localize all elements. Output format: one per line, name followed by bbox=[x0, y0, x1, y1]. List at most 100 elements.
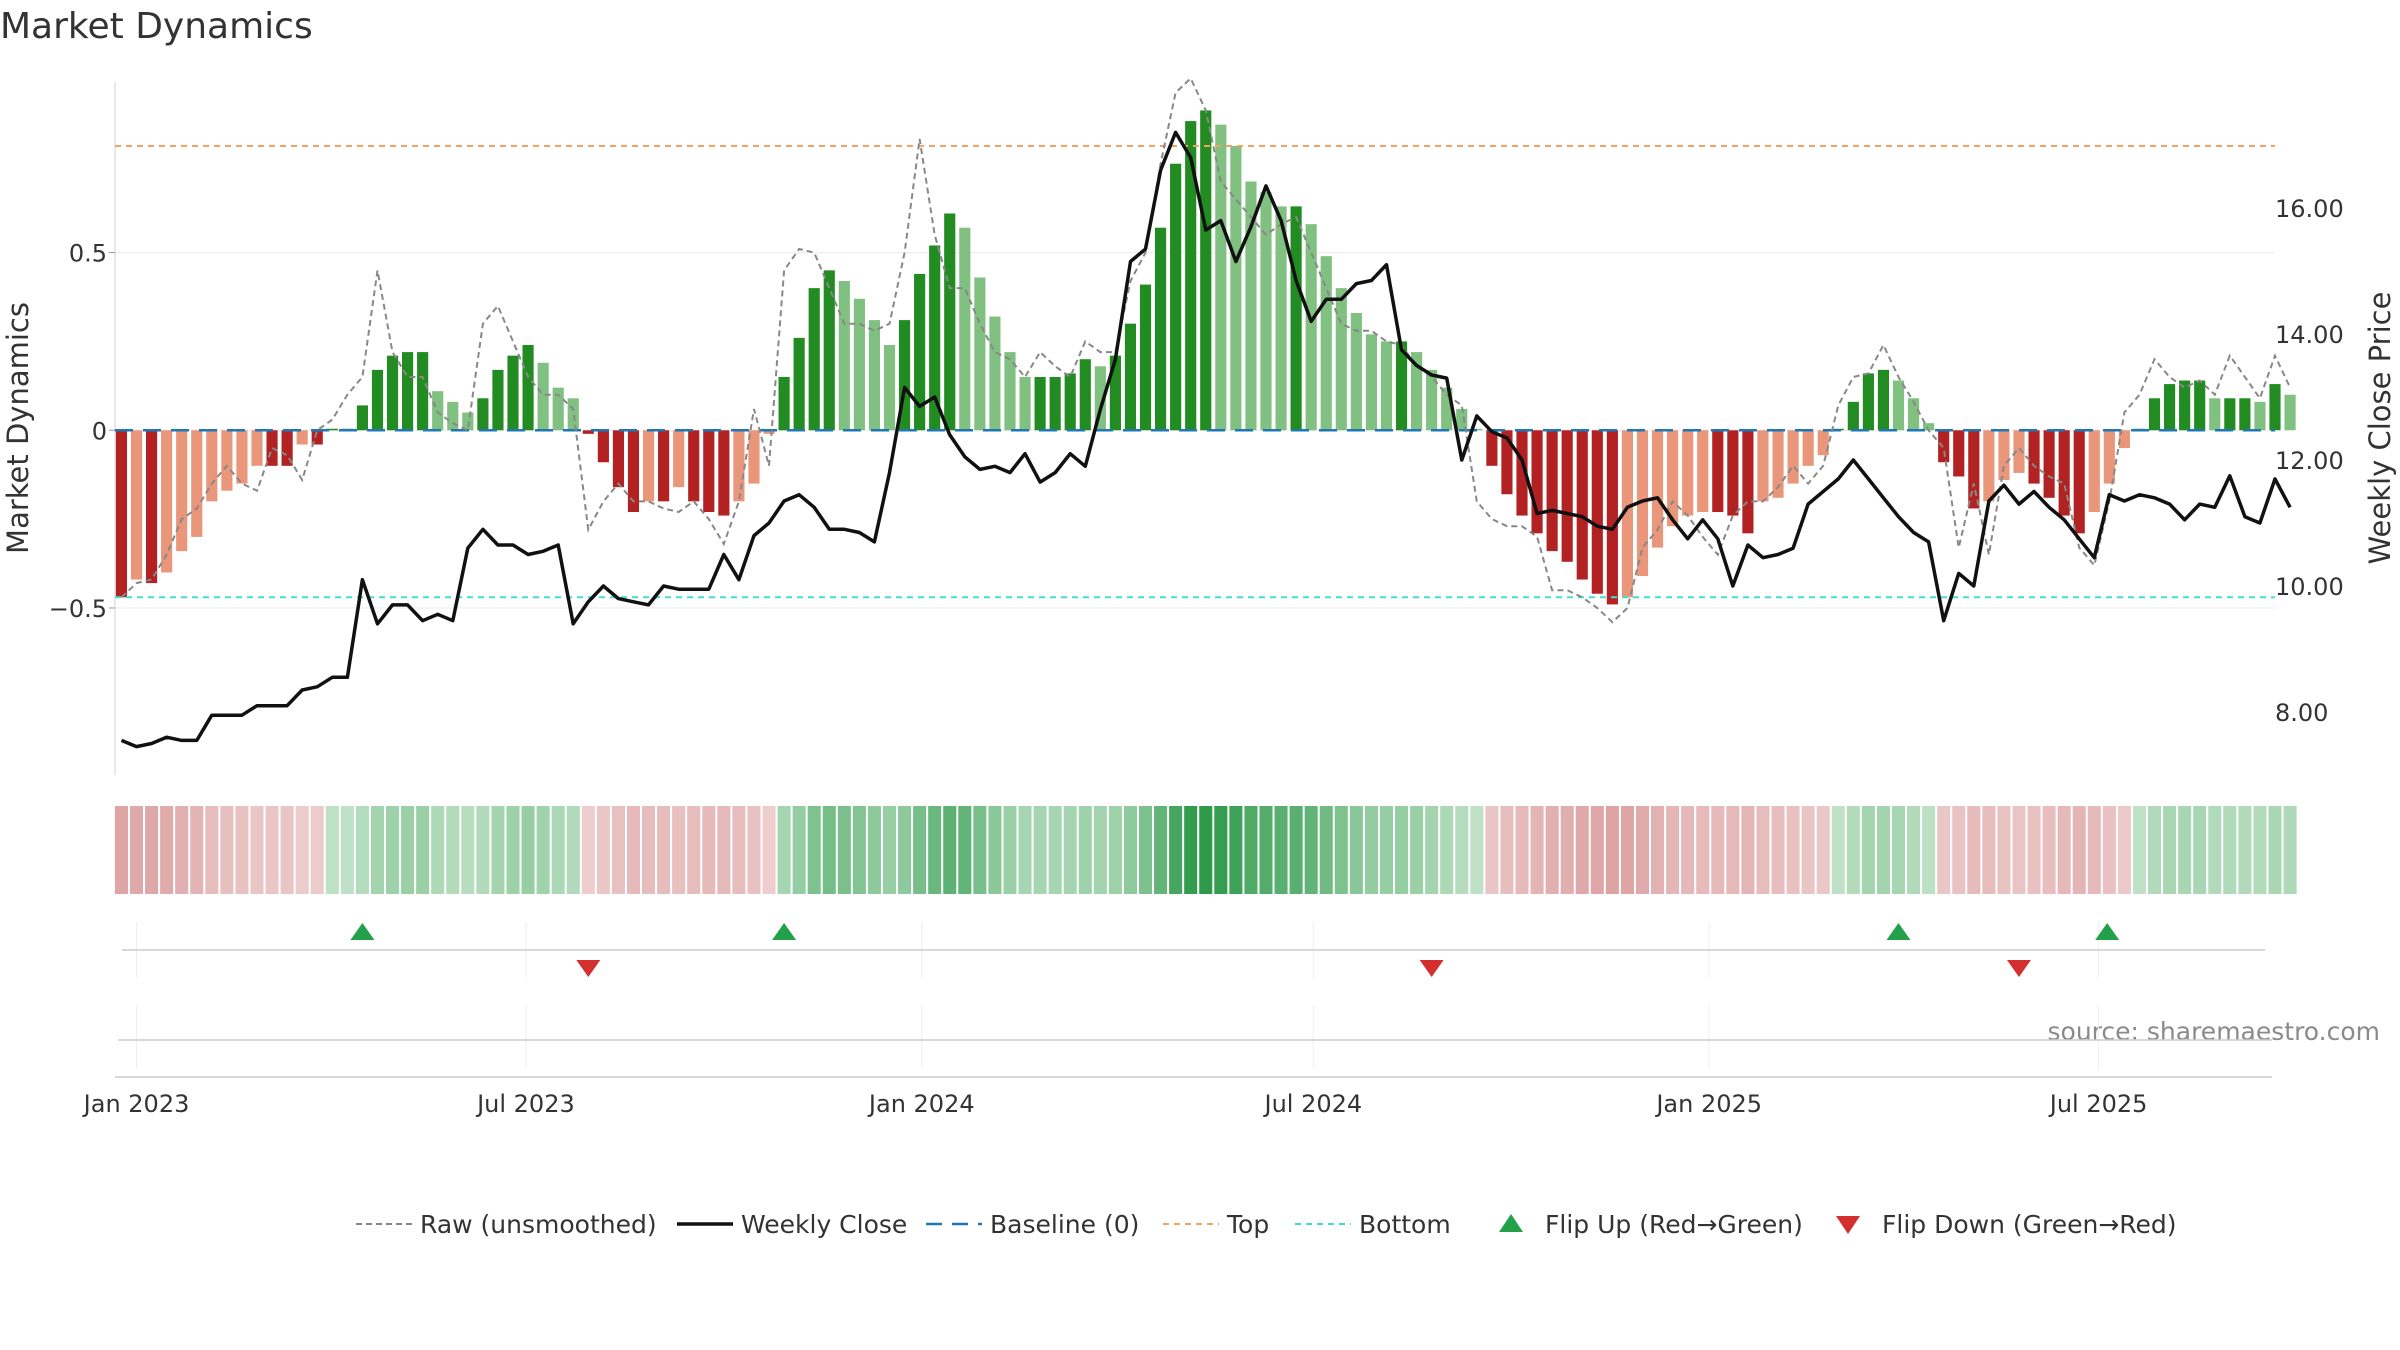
heatmap-cell bbox=[958, 806, 972, 894]
dynamics-bar bbox=[1742, 430, 1754, 534]
heatmap-cell bbox=[1681, 806, 1695, 894]
dynamics-bar bbox=[1380, 341, 1393, 431]
heatmap-cell bbox=[476, 806, 490, 894]
dynamics-bar bbox=[627, 430, 640, 513]
heatmap-cell bbox=[2132, 806, 2146, 894]
dynamics-bar bbox=[1139, 284, 1152, 431]
heatmap-cell bbox=[325, 806, 339, 894]
x-tick-label: Jul 2024 bbox=[1262, 1090, 1362, 1118]
heatmap-cell bbox=[1154, 806, 1168, 894]
heatmap-cell bbox=[1003, 806, 1017, 894]
heatmap-cell bbox=[506, 806, 520, 894]
dynamics-bar bbox=[2058, 430, 2070, 516]
dynamics-bar bbox=[853, 298, 865, 431]
dynamics-bar bbox=[1320, 256, 1332, 431]
dynamics-bar bbox=[1892, 380, 1905, 431]
heatmap-cell bbox=[1560, 806, 1574, 894]
heatmap-cell bbox=[1756, 806, 1770, 894]
y-axis-label-left: Market Dynamics bbox=[1, 302, 35, 554]
heatmap-strip bbox=[114, 806, 2297, 894]
heatmap-cell bbox=[1786, 806, 1800, 894]
dynamics-bar bbox=[763, 430, 775, 434]
dynamics-bar bbox=[748, 430, 760, 484]
dynamics-bar bbox=[642, 430, 655, 502]
heatmap-cell bbox=[1530, 806, 1544, 894]
dynamics-bar bbox=[1411, 352, 1423, 431]
dynamics-bar bbox=[1456, 408, 1468, 431]
dynamics-bar bbox=[793, 337, 805, 431]
heatmap-cell bbox=[596, 806, 610, 894]
dynamics-bar bbox=[2013, 430, 2025, 473]
heatmap-cell bbox=[2178, 806, 2192, 894]
heatmap-cell bbox=[1771, 806, 1785, 894]
y-right-tick-label: 14.00 bbox=[2275, 321, 2344, 349]
heatmap-cell bbox=[2117, 806, 2131, 894]
heatmap-cell bbox=[1244, 806, 1258, 894]
y-tick-label: 0 bbox=[92, 417, 107, 445]
heatmap-cell bbox=[2223, 806, 2237, 894]
legend-item-flip_down: Flip Down (Green→Red) bbox=[1836, 1210, 2177, 1239]
dynamics-bar bbox=[1245, 181, 1257, 431]
heatmap-cell bbox=[747, 806, 761, 894]
heatmap-cell bbox=[1831, 806, 1845, 894]
heatmap-cell bbox=[1982, 806, 1996, 894]
heatmap-cell bbox=[1018, 806, 1032, 894]
dynamics-bar bbox=[2118, 430, 2130, 449]
dynamics-bar bbox=[1185, 121, 1197, 431]
heatmap-cell bbox=[2102, 806, 2116, 894]
dynamics-bar bbox=[1712, 430, 1724, 513]
heatmap-cell bbox=[160, 806, 174, 894]
dynamics-bar bbox=[1426, 369, 1438, 431]
dynamics-bar bbox=[1531, 430, 1543, 534]
heatmap-cell bbox=[536, 806, 550, 894]
heatmap-cell bbox=[611, 806, 625, 894]
heatmap-cell bbox=[1199, 806, 1213, 894]
dynamics-bar bbox=[1862, 373, 1874, 431]
dynamics-bar bbox=[477, 398, 489, 431]
heatmap-cell bbox=[943, 806, 957, 894]
dynamics-bar bbox=[898, 320, 911, 431]
dynamics-bar bbox=[1200, 110, 1212, 431]
heatmap-cell bbox=[1861, 806, 1875, 894]
dynamics-bar bbox=[1064, 373, 1076, 431]
heatmap-cell bbox=[1741, 806, 1755, 894]
dynamics-bar bbox=[1877, 369, 1890, 431]
y-right-tick-label: 10.00 bbox=[2275, 573, 2344, 601]
dynamics-bar bbox=[1667, 430, 1679, 527]
x-tick-label: Jul 2023 bbox=[475, 1090, 575, 1118]
heatmap-cell bbox=[1093, 806, 1107, 894]
heatmap-cell bbox=[446, 806, 460, 894]
dynamics-bar bbox=[447, 401, 459, 431]
dynamics-bar bbox=[115, 430, 128, 598]
heatmap-cell bbox=[2268, 806, 2282, 894]
heatmap-cell bbox=[2072, 806, 2086, 894]
heatmap-cell bbox=[235, 806, 249, 894]
legend-label: Flip Up (Red→Green) bbox=[1545, 1210, 1803, 1239]
heatmap-cell bbox=[1229, 806, 1243, 894]
dynamics-bar bbox=[1907, 398, 1920, 431]
heatmap-cell bbox=[762, 806, 776, 894]
heatmap-cell bbox=[1696, 806, 1710, 894]
heatmap-cell bbox=[1922, 806, 1936, 894]
dynamics-bar bbox=[191, 430, 203, 537]
heatmap-cell bbox=[1108, 806, 1122, 894]
heatmap-cell bbox=[2027, 806, 2041, 894]
heatmap-cell bbox=[1846, 806, 1860, 894]
heatmap-cell bbox=[928, 806, 942, 894]
dynamics-bar bbox=[974, 277, 986, 431]
dynamics-bar bbox=[1983, 430, 1995, 502]
heatmap-cell bbox=[1078, 806, 1092, 894]
dynamics-bar bbox=[402, 352, 414, 431]
heatmap-cell bbox=[1937, 806, 1951, 894]
dynamics-bar bbox=[1591, 430, 1603, 594]
heatmap-cell bbox=[1063, 806, 1077, 894]
heatmap-cell bbox=[2057, 806, 2071, 894]
dynamics-bar bbox=[1727, 430, 1739, 516]
heatmap-cell bbox=[898, 806, 912, 894]
heatmap-cell bbox=[626, 806, 641, 894]
heatmap-cell bbox=[1620, 806, 1634, 894]
heatmap-cell bbox=[717, 806, 731, 894]
dynamics-bars bbox=[115, 110, 2296, 605]
dynamics-bar bbox=[1817, 430, 1829, 456]
